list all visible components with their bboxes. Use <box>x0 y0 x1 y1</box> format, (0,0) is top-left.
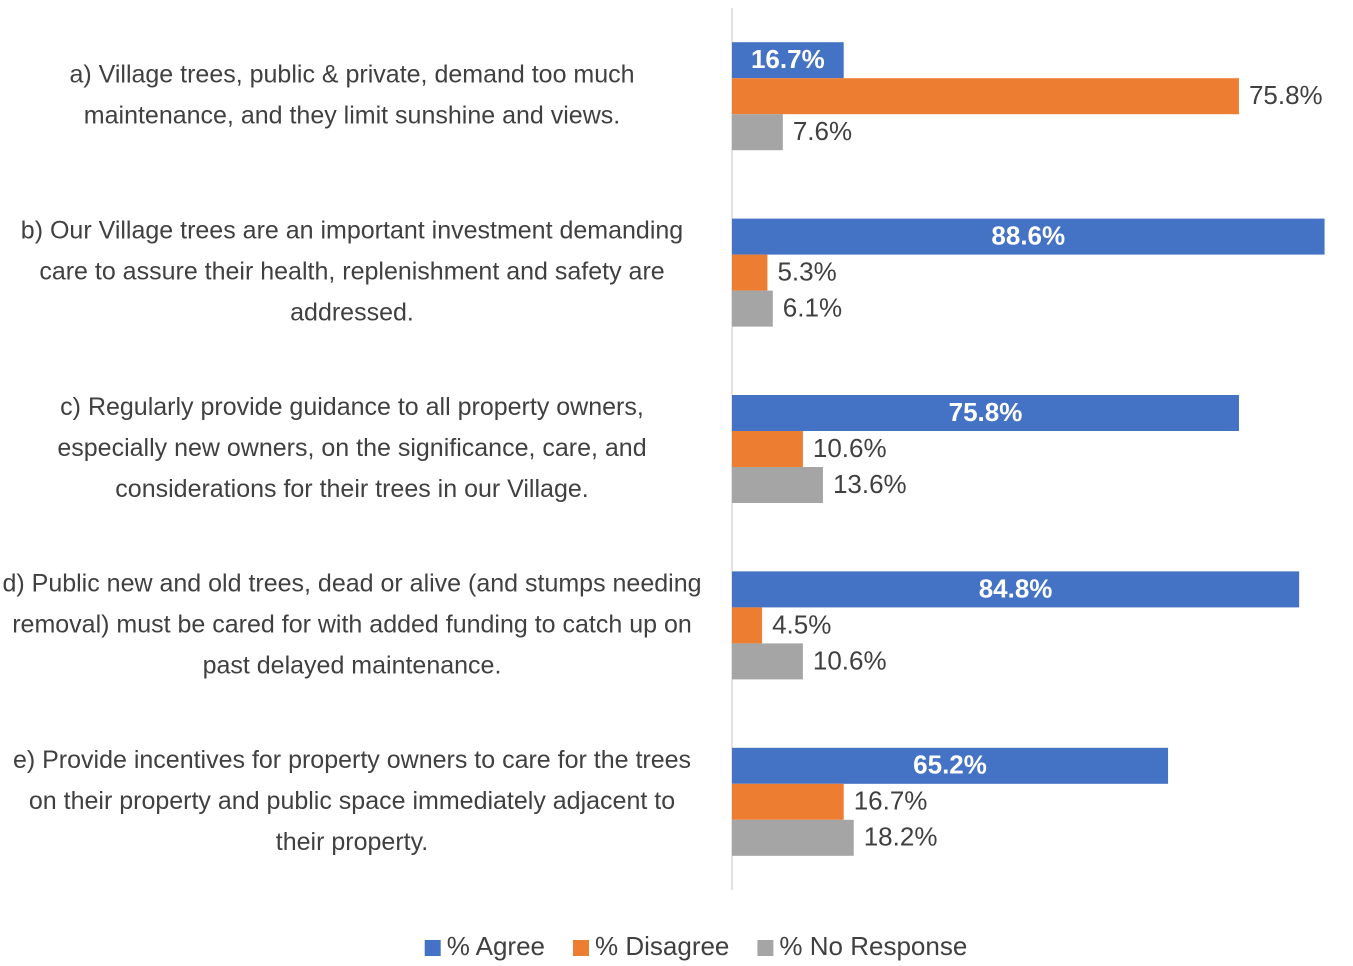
legend-swatch <box>757 940 774 956</box>
legend-label: % No Response <box>779 931 967 961</box>
data-label: 75.8% <box>1249 80 1323 110</box>
data-label: 16.7% <box>854 786 928 816</box>
bar <box>732 78 1239 115</box>
bar <box>732 607 763 644</box>
data-label: 13.6% <box>833 469 907 499</box>
data-label: 5.3% <box>777 256 836 286</box>
legend-swatch <box>573 940 589 956</box>
bar <box>732 218 1325 255</box>
bar <box>732 254 768 291</box>
data-label: 6.1% <box>783 292 842 322</box>
data-label: 10.6% <box>813 645 887 675</box>
category-label: c) Regularly provide guidance to all pro… <box>57 393 646 503</box>
data-label: 18.2% <box>864 822 938 852</box>
data-label: 10.6% <box>813 433 887 463</box>
bar <box>732 819 854 856</box>
bar <box>732 290 773 327</box>
legend: % Agree % Disagree % No Response <box>424 931 967 961</box>
bar <box>732 643 803 680</box>
category-label: e) Provide incentives for property owner… <box>13 745 691 855</box>
bar <box>732 783 844 820</box>
category-label: b) Our Village trees are an important in… <box>21 216 683 326</box>
category-label: d) Public new and old trees, dead or ali… <box>2 569 701 679</box>
data-label: 65.2% <box>913 750 987 780</box>
legend-label: % Disagree <box>595 931 729 961</box>
data-label: 7.6% <box>793 116 852 146</box>
data-label: 75.8% <box>949 397 1023 427</box>
data-label: 16.7% <box>751 44 825 74</box>
bar <box>732 395 1239 431</box>
data-label: 84.8% <box>979 573 1053 603</box>
bar <box>732 571 1300 608</box>
legend-label: % Agree <box>447 931 545 961</box>
bar <box>732 747 1169 784</box>
bar <box>732 114 783 151</box>
bar <box>732 42 844 79</box>
data-label: 4.5% <box>772 609 831 639</box>
data-label: 88.6% <box>991 220 1065 250</box>
bar <box>732 431 803 467</box>
category-label: a) Village trees, public & private, dema… <box>69 60 634 129</box>
bar <box>732 467 823 503</box>
legend-swatch <box>424 940 441 956</box>
